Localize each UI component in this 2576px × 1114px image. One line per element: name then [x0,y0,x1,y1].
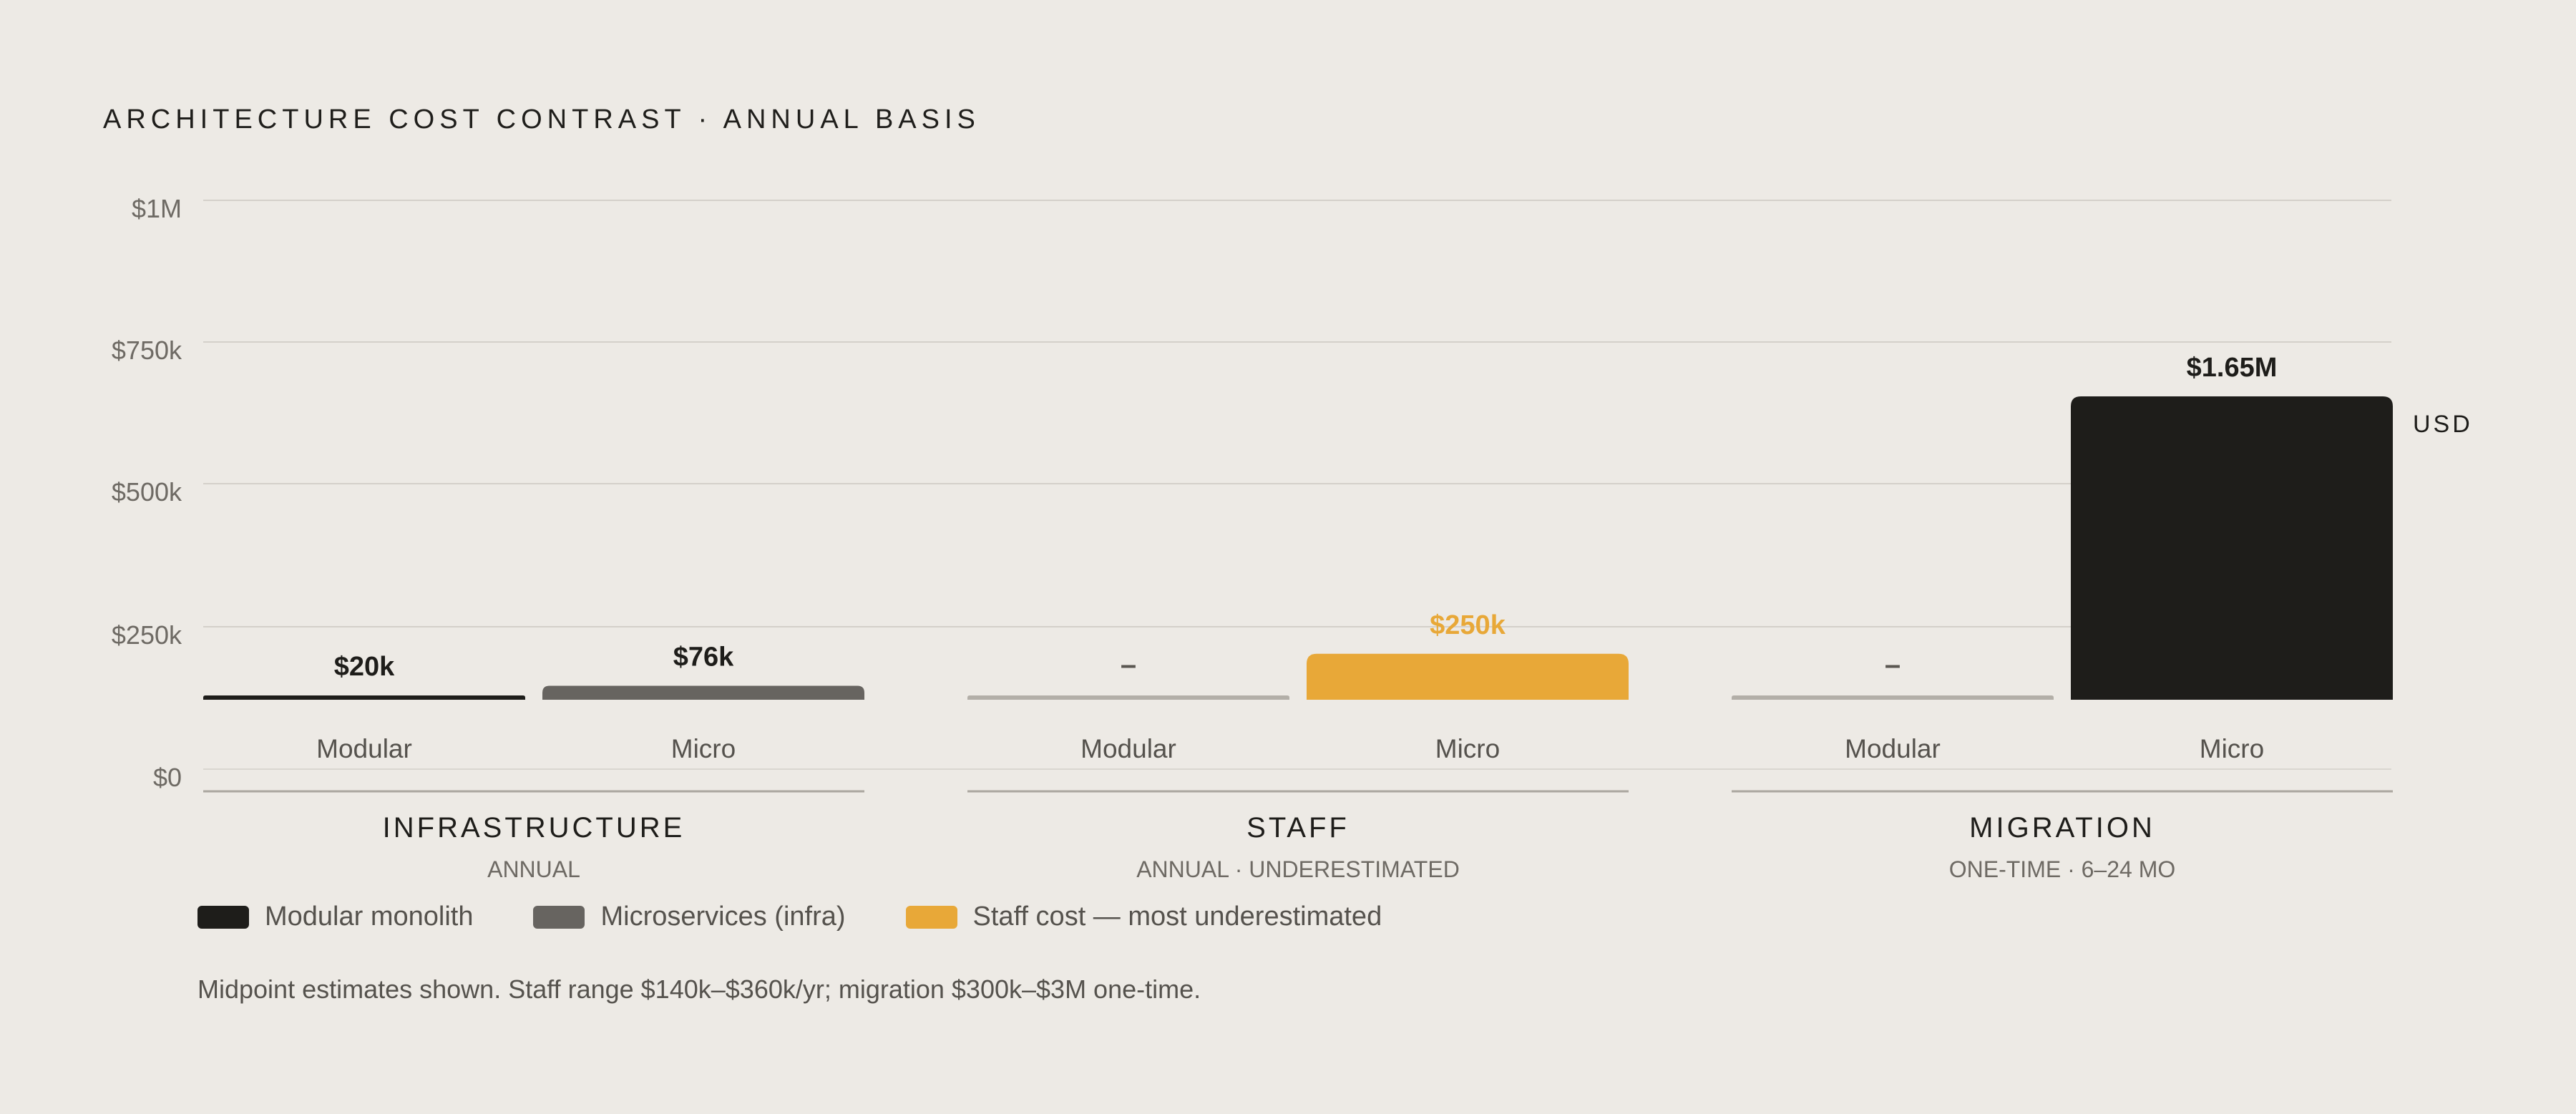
bars: $20k Modular $76k Micro – Modular $250k Micro – M… [203,353,2393,763]
legend-label: Staff cost — most underestimated [972,902,1382,932]
unit-label: USD [2413,411,2473,438]
x-category-label: Micro [671,734,736,763]
bar-value-label: $20k [334,652,395,682]
bar [2071,396,2393,700]
bar [542,685,864,700]
legend-swatch [197,905,249,929]
group-title: STAFF [1246,812,1350,844]
footnote: Midpoint estimates shown. Staff range $1… [197,974,1201,1004]
legend-label: Microservices (infra) [600,902,846,932]
legend-swatch [905,905,957,929]
gridlines [203,200,2391,770]
group-subtitle: ANNUAL [487,856,580,882]
group-labels: INFRASTRUCTURE ANNUAL STAFF ANNUAL · UNDERE… [203,790,2393,882]
x-category-label: Modular [1845,734,1941,763]
x-category-label: Micro [1435,734,1500,763]
x-category-label: Micro [2200,734,2264,763]
group-title: INFRASTRUCTURE [383,812,686,844]
bar-value-label: $76k [673,642,734,672]
chart-title: ARCHITECTURE COST CONTRAST · ANNUAL BASI… [103,104,980,135]
legend-swatch [533,905,585,929]
group-subtitle: ANNUAL · UNDERESTIMATED [1136,856,1460,882]
group-subtitle: ONE-TIME · 6–24 MO [1949,856,2176,882]
bar-value-label: $250k [1430,610,1506,640]
legend-label: Modular monolith [265,902,474,932]
legend: Modular monolith Microservices (infra) Sta… [197,902,1442,932]
y-tick-label: $500k [112,477,182,507]
y-tick-label: $250k [112,620,182,650]
legend-item: Staff cost — most underestimated [905,902,1382,932]
group-title: MIGRATION [1969,812,2155,844]
legend-item: Microservices (infra) [533,902,846,932]
y-tick-label: $750k [112,336,182,365]
bar-value-label: – [1121,649,1136,680]
y-tick-label: $0 [153,763,182,792]
y-tick-label: $1M [132,194,182,223]
bar-value-label: – [1885,649,1901,680]
bar-value-label: $1.65M [2187,353,2278,383]
bar [1307,653,1629,700]
y-axis-ticks: $0 $250k $500k $750k $1M USD [112,194,2473,792]
bar [967,695,1289,700]
bar [1732,695,2054,700]
x-category-label: Modular [316,734,412,763]
legend-item: Modular monolith [197,902,473,932]
bar [203,695,525,700]
x-category-label: Modular [1080,734,1176,763]
